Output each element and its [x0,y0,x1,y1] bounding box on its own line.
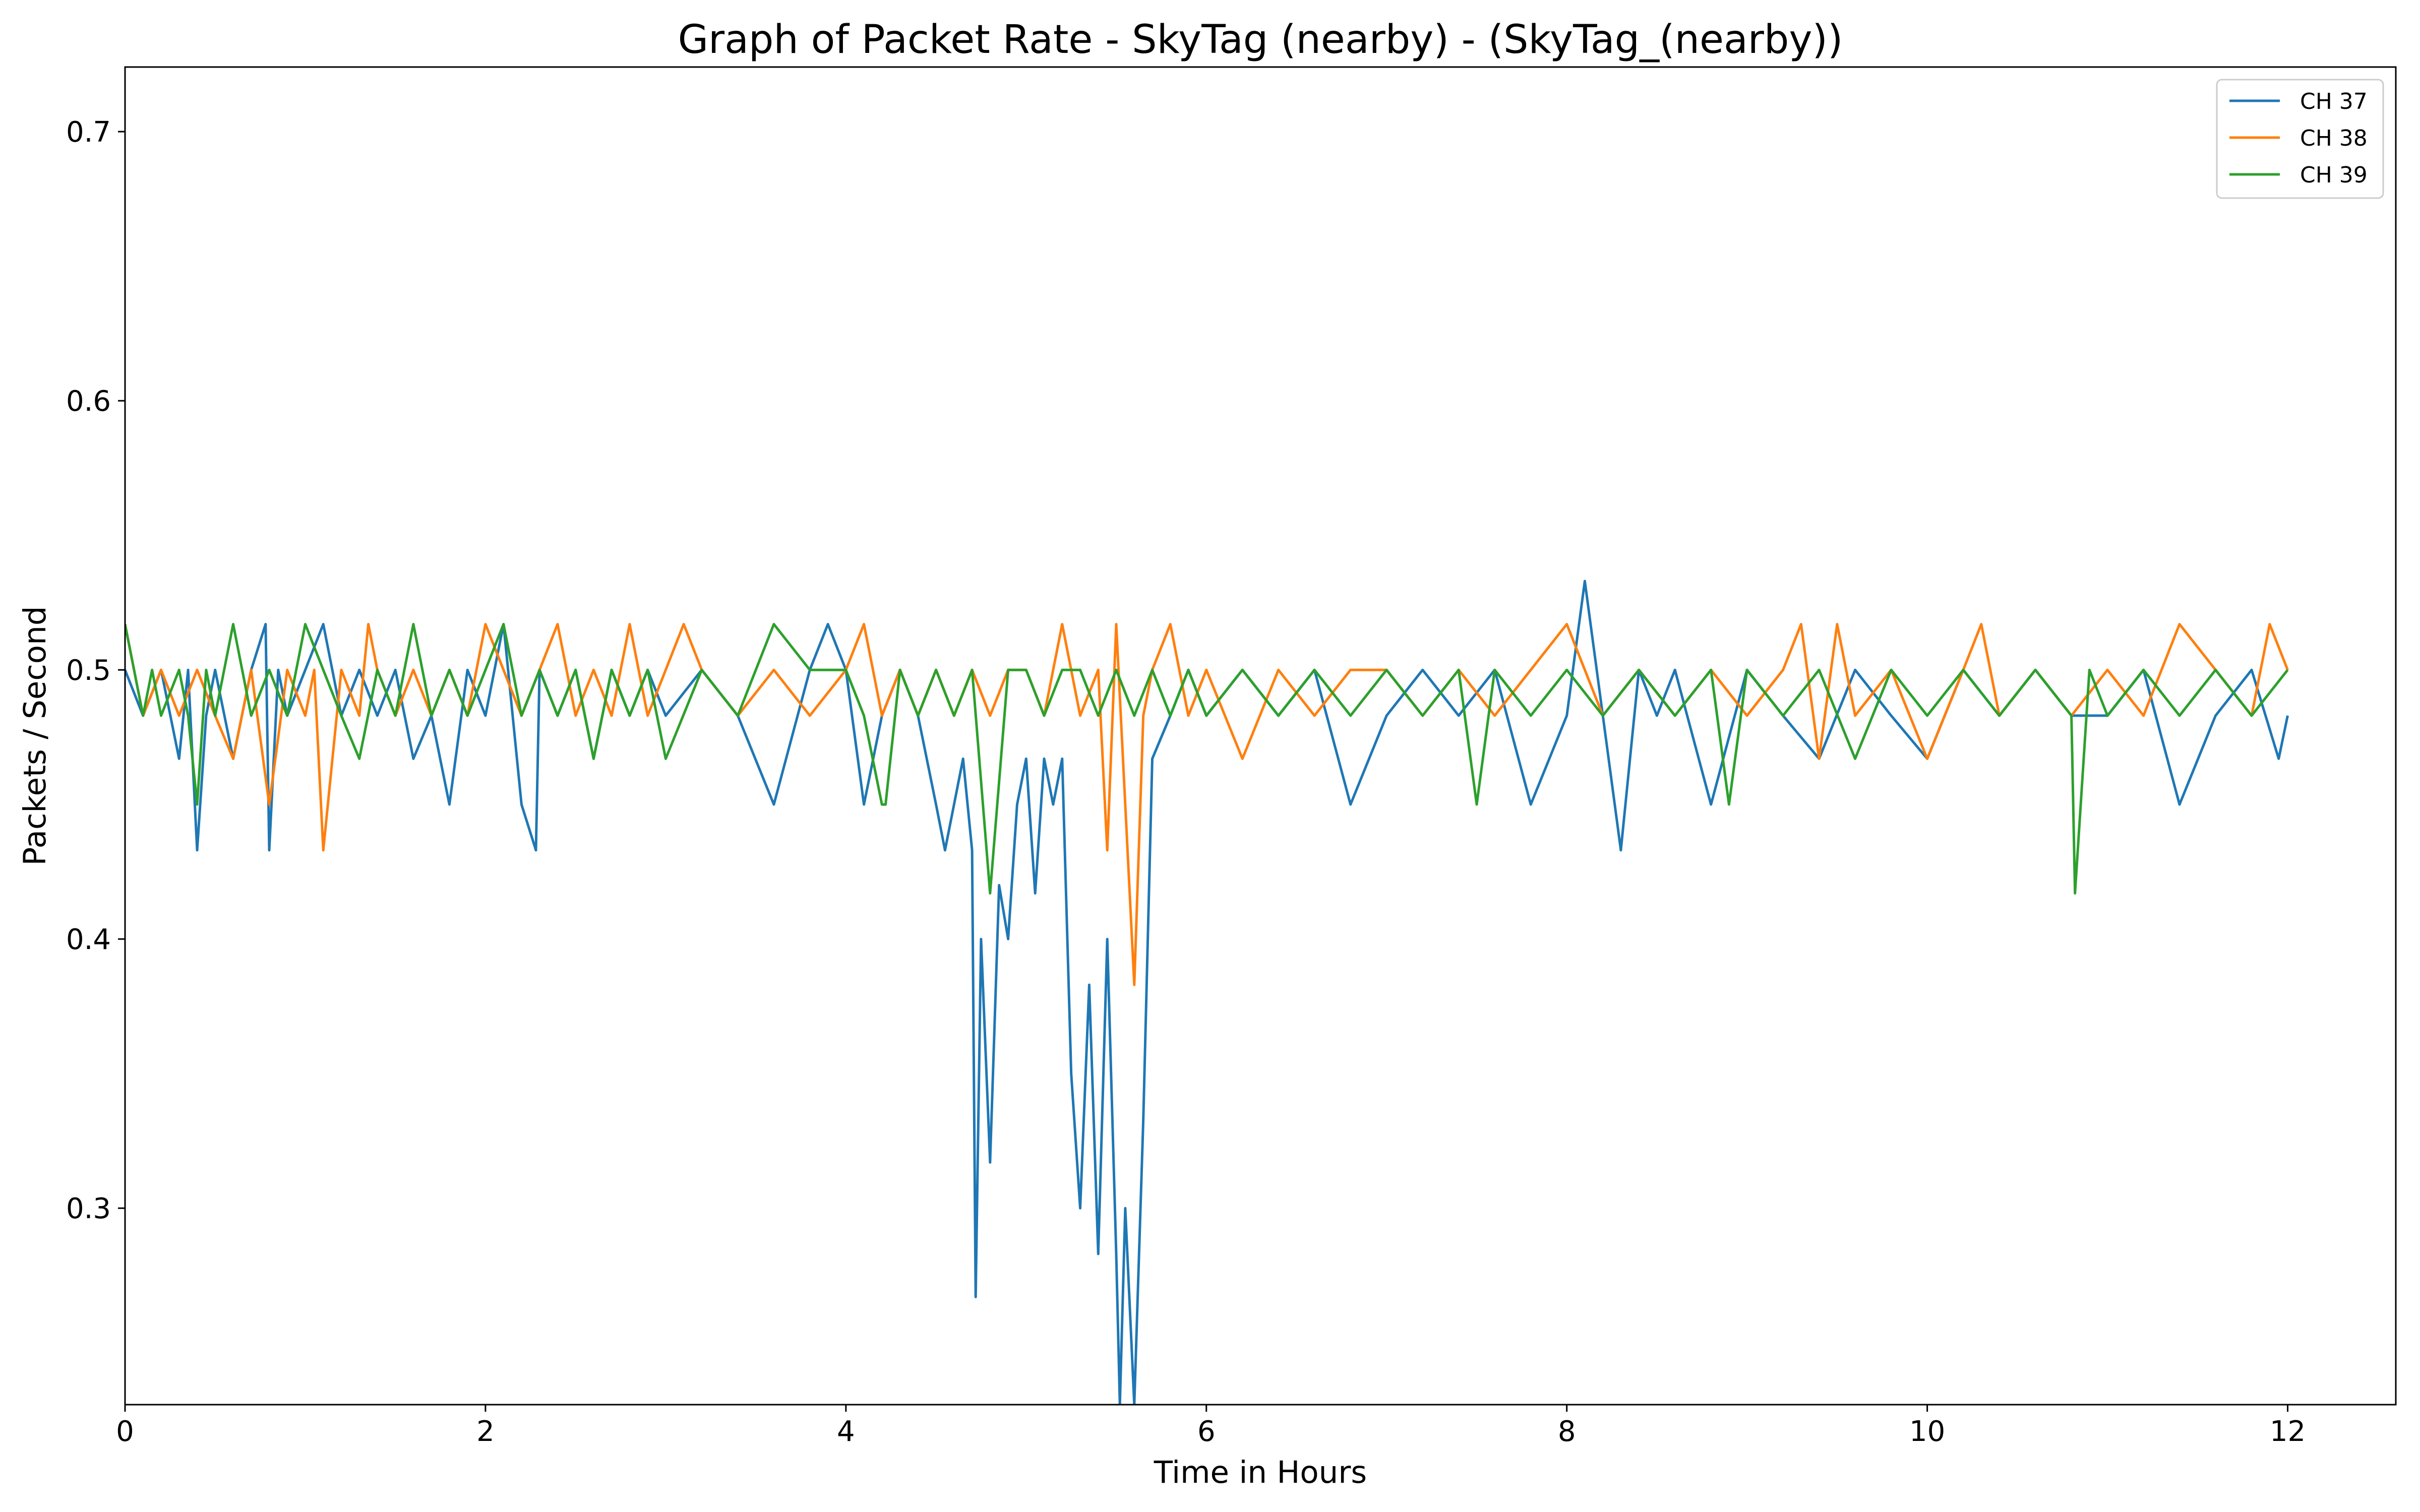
y-tick-label: 0.7 [66,116,111,149]
chart-title: Graph of Packet Rate - SkyTag (nearby) -… [678,17,1843,62]
y-axis-label: Packets / Second [17,606,53,865]
series-layer [125,580,2289,1405]
x-tick-label: 10 [1909,1415,1945,1448]
y-tick-label: 0.5 [66,654,111,687]
series-line-3 [125,622,2289,895]
y-axis: 0.3 0.4 0.5 0.6 0.7 [66,116,125,1225]
x-tick-label: 0 [116,1415,134,1448]
legend-label-1: CH 37 [2300,89,2368,114]
x-tick-label: 6 [1197,1415,1216,1448]
y-tick-label: 0.6 [66,385,111,418]
plot-frame [124,66,2397,1406]
legend-label-2: CH 38 [2300,125,2368,151]
legend-box [2216,79,2384,199]
x-tick-label: 8 [1558,1415,1576,1448]
x-axis-label: Time in Hours [1154,1455,1367,1490]
legend-label-3: CH 39 [2300,162,2368,188]
y-tick-label: 0.4 [66,923,111,956]
y-tick-label: 0.3 [66,1192,111,1225]
x-tick-label: 2 [476,1415,495,1448]
x-axis: 0 2 4 6 8 10 12 [116,1405,2306,1448]
x-tick-label: 4 [837,1415,855,1448]
x-tick-label: 12 [2270,1415,2306,1448]
series-line-1 [125,580,2289,1405]
legend: CH 37 CH 38 CH 39 [2216,79,2384,199]
